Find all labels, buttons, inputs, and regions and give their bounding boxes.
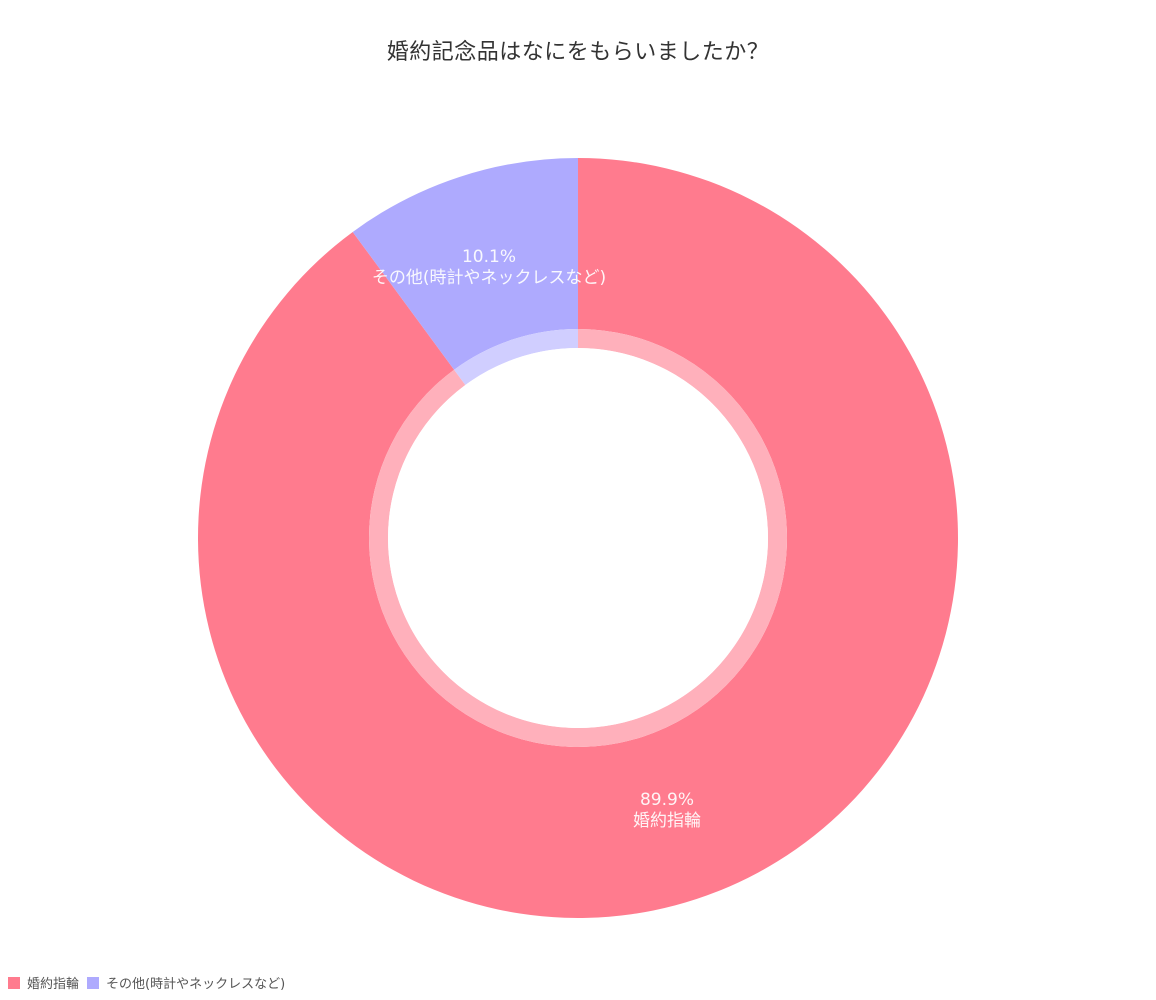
slice-label-other: 10.1% その他(時計やネックレスなど) — [372, 247, 606, 289]
chart-slices — [197, 158, 959, 919]
legend-item-ring[interactable]: 婚約指輪 — [8, 973, 79, 992]
slice-0[interactable] — [197, 158, 959, 919]
slice-percent-other: 10.1% — [461, 247, 517, 267]
slice-name-ring: 婚約指輪 — [633, 811, 701, 831]
chart-legend: 婚約指輪 その他(時計やネックレスなど) — [8, 973, 293, 992]
slice-1[interactable] — [352, 158, 578, 370]
legend-label-other: その他(時計やネックレスなど) — [106, 977, 286, 992]
slice-label-ring: 89.9% 婚約指輪 — [633, 790, 701, 832]
legend-swatch-other — [87, 976, 100, 989]
legend-item-other[interactable]: その他(時計やネックレスなど) — [87, 973, 285, 992]
legend-label-ring: 婚約指輪 — [27, 977, 80, 992]
chart-title: 婚約記念品はなにをもらいましたか？ — [386, 40, 770, 65]
chart-hole — [388, 348, 768, 728]
slice-inner-ring-1 — [454, 329, 578, 385]
slice-percent-ring: 89.9% — [639, 790, 694, 810]
legend-swatch-ring — [8, 976, 20, 989]
slice-name-other: その他(時計やネックレスなど) — [371, 268, 607, 288]
